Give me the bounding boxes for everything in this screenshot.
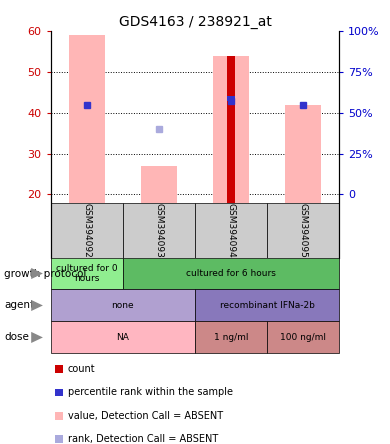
Text: value, Detection Call = ABSENT: value, Detection Call = ABSENT xyxy=(68,411,223,420)
Bar xyxy=(55,435,63,443)
Text: NA: NA xyxy=(116,333,129,342)
Text: cultured for 0
hours: cultured for 0 hours xyxy=(56,264,118,283)
Polygon shape xyxy=(31,300,43,311)
Bar xyxy=(69,35,105,202)
Bar xyxy=(51,289,195,321)
Bar xyxy=(195,321,267,353)
Bar xyxy=(195,202,267,258)
Text: agent: agent xyxy=(4,301,34,310)
Bar xyxy=(227,96,236,100)
Bar xyxy=(123,202,195,258)
Bar xyxy=(141,166,177,202)
Bar xyxy=(55,388,63,396)
Title: GDS4163 / 238921_at: GDS4163 / 238921_at xyxy=(119,15,271,29)
Text: 100 ng/ml: 100 ng/ml xyxy=(280,333,326,342)
Bar xyxy=(195,289,339,321)
Polygon shape xyxy=(31,268,43,279)
Bar xyxy=(51,321,195,353)
Text: GSM394095: GSM394095 xyxy=(299,202,308,258)
Bar xyxy=(213,56,249,202)
Bar xyxy=(267,321,339,353)
Text: dose: dose xyxy=(4,333,29,342)
Bar xyxy=(55,365,63,373)
Bar xyxy=(227,56,236,202)
Bar xyxy=(51,202,123,258)
Bar xyxy=(285,105,321,202)
Text: 1 ng/ml: 1 ng/ml xyxy=(214,333,248,342)
Text: GSM394092: GSM394092 xyxy=(82,203,91,258)
Text: count: count xyxy=(68,365,96,374)
Bar xyxy=(123,258,339,289)
Text: rank, Detection Call = ABSENT: rank, Detection Call = ABSENT xyxy=(68,434,218,444)
Text: recombinant IFNa-2b: recombinant IFNa-2b xyxy=(220,301,315,310)
Bar xyxy=(55,412,63,420)
Bar xyxy=(51,258,123,289)
Text: percentile rank within the sample: percentile rank within the sample xyxy=(68,388,233,397)
Text: GSM394094: GSM394094 xyxy=(227,203,236,258)
Text: none: none xyxy=(112,301,134,310)
Text: GSM394093: GSM394093 xyxy=(154,202,163,258)
Bar xyxy=(267,202,339,258)
Text: cultured for 6 hours: cultured for 6 hours xyxy=(186,269,276,278)
Polygon shape xyxy=(31,332,43,343)
Text: growth protocol: growth protocol xyxy=(4,269,86,278)
